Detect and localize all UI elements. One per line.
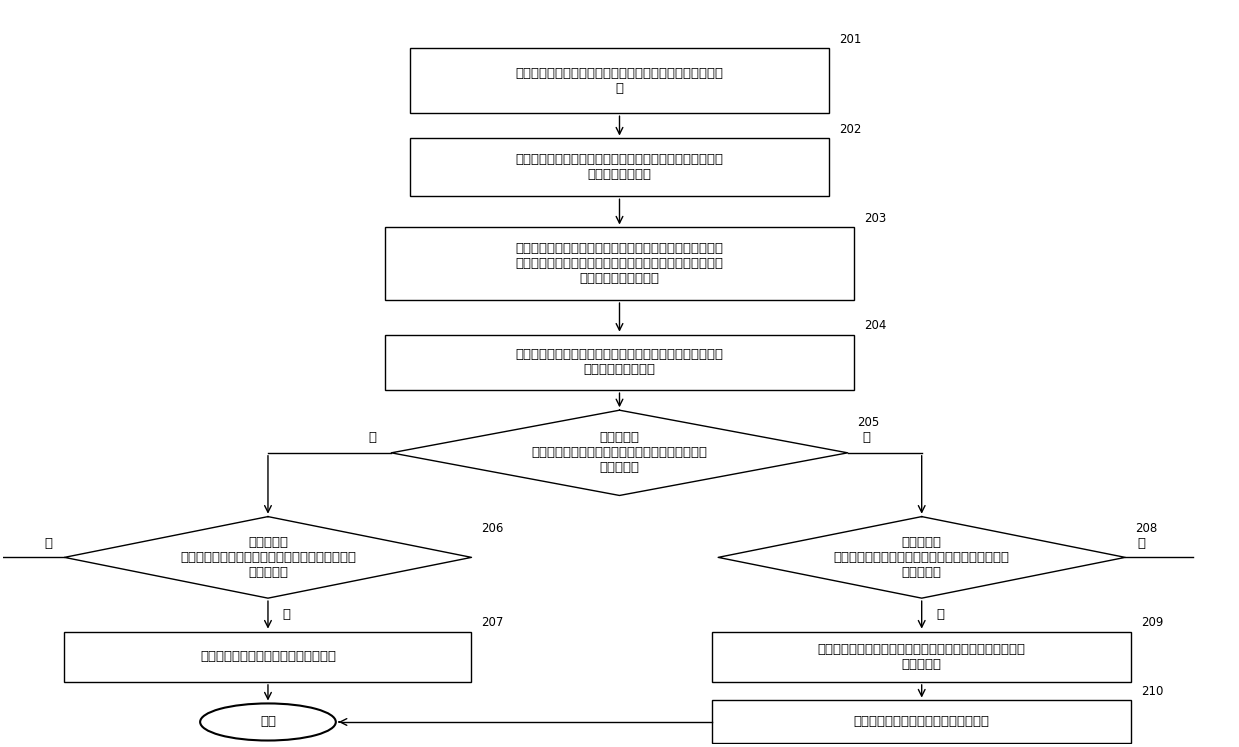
Polygon shape bbox=[64, 517, 472, 598]
Text: 否: 否 bbox=[368, 431, 377, 444]
Text: 204: 204 bbox=[864, 320, 886, 332]
FancyBboxPatch shape bbox=[712, 701, 1131, 743]
Text: 可穿戴设备减弱骨传导模式的振动强度: 可穿戴设备减弱骨传导模式的振动强度 bbox=[199, 650, 336, 663]
Text: 207: 207 bbox=[482, 616, 504, 629]
Text: 可穿戴设备启动可穿戴设备上的骨传导喇叭以及骨传导麦克
风: 可穿戴设备启动可穿戴设备上的骨传导喇叭以及骨传导麦克 风 bbox=[515, 66, 724, 95]
Text: 210: 210 bbox=[1141, 685, 1163, 698]
Text: 可穿戴设备
判断上述第二音频信号的振幅是否大于等于第二预
设振幅阈值: 可穿戴设备 判断上述第二音频信号的振幅是否大于等于第二预 设振幅阈值 bbox=[180, 536, 356, 579]
Text: 206: 206 bbox=[482, 521, 504, 535]
FancyBboxPatch shape bbox=[385, 335, 854, 390]
Text: 205: 205 bbox=[857, 416, 880, 430]
FancyBboxPatch shape bbox=[385, 227, 854, 300]
Text: 可穿戴设备增强骨传导模式的振动强度: 可穿戴设备增强骨传导模式的振动强度 bbox=[854, 716, 990, 728]
FancyBboxPatch shape bbox=[410, 138, 829, 196]
Text: 否: 否 bbox=[1137, 537, 1146, 550]
Text: 结束: 结束 bbox=[260, 716, 276, 728]
Polygon shape bbox=[392, 410, 847, 495]
Polygon shape bbox=[719, 517, 1125, 598]
Text: 可穿戴设备提醒所述可穿戴设备的佩戴用户与所述骨传导喇
叭接触不良: 可穿戴设备提醒所述可穿戴设备的佩戴用户与所述骨传导喇 叭接触不良 bbox=[818, 642, 1026, 671]
Text: 是: 是 bbox=[862, 431, 871, 444]
FancyBboxPatch shape bbox=[712, 631, 1131, 682]
Text: 可穿戴设备
判断上述第二音频信号的振幅是否小于等于第三预
设振幅阈值: 可穿戴设备 判断上述第二音频信号的振幅是否小于等于第三预 设振幅阈值 bbox=[834, 536, 1010, 579]
Text: 209: 209 bbox=[1141, 616, 1163, 629]
Text: 201: 201 bbox=[839, 33, 861, 46]
Text: 在上述第一时刻之后的第二时刻，可穿戴设备确定由上述骨
传导麦克风将其接收到的骨介质传输的振动信号振动信号转
化而成的第一音频信号: 在上述第一时刻之后的第二时刻，可穿戴设备确定由上述骨 传导麦克风将其接收到的骨介… bbox=[515, 242, 724, 285]
Text: 否: 否 bbox=[45, 537, 52, 550]
Ellipse shape bbox=[201, 704, 336, 740]
Text: 可穿戴设备
判断上述第二音频信号的振幅是否小于等于第一预
设振幅阈值: 可穿戴设备 判断上述第二音频信号的振幅是否小于等于第一预 设振幅阈值 bbox=[532, 431, 707, 474]
Text: 208: 208 bbox=[1135, 521, 1157, 535]
FancyBboxPatch shape bbox=[64, 631, 472, 682]
FancyBboxPatch shape bbox=[410, 48, 829, 114]
Text: 当需要输出语音时，可穿戴设备在第一时刻通过上述骨传导
喇叭输出第一语音: 当需要输出语音时，可穿戴设备在第一时刻通过上述骨传导 喇叭输出第一语音 bbox=[515, 153, 724, 182]
Text: 是: 是 bbox=[937, 608, 944, 622]
Text: 202: 202 bbox=[839, 123, 861, 136]
Text: 可穿戴设备从上述第一音频信号中过滤出与上述第一语音相
匹配的第二音频信号: 可穿戴设备从上述第一音频信号中过滤出与上述第一语音相 匹配的第二音频信号 bbox=[515, 348, 724, 376]
Text: 是: 是 bbox=[282, 608, 291, 622]
Text: 203: 203 bbox=[864, 212, 886, 225]
